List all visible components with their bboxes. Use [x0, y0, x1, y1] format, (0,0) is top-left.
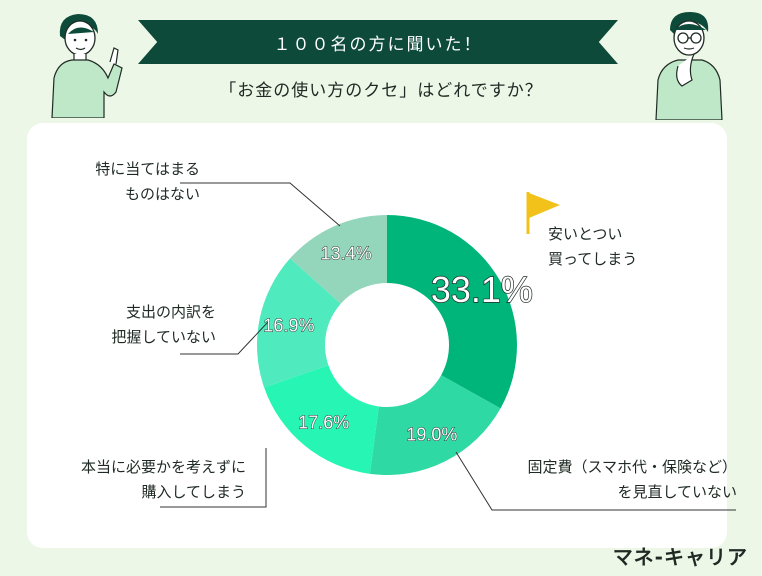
category-label-2: 固定費（スマホ代・保険など） を見直していない: [527, 458, 737, 501]
category-label-1: 安いとつい 買ってしまう: [548, 225, 638, 268]
value-label-4: 16.9%: [263, 315, 314, 335]
donut-slice-4: [257, 258, 341, 388]
category-label-5: 特に当てはまる ものはない: [95, 160, 200, 203]
banner-text: １００名の方に聞いた！: [273, 34, 483, 55]
category-label-3: 本当に必要かを考えずに 購入してしまう: [80, 458, 246, 501]
value-label-5: 13.4%: [321, 244, 372, 264]
leader-line-5: [180, 182, 341, 227]
flag-icon: [526, 192, 560, 234]
leader-line-3: [160, 448, 267, 508]
value-label-3: 17.6%: [298, 412, 349, 432]
question-text: 「お金の使い方のクセ」はどれですか？: [219, 81, 543, 101]
donut-slice-3: [264, 365, 379, 474]
donut-slice-2: [369, 375, 501, 475]
donut-slice-5: [290, 215, 387, 304]
man-thinking-illustration: [655, 12, 723, 120]
category-label-4: 支出の内訳を 把握していない: [111, 303, 216, 346]
leader-line-2: [455, 451, 736, 511]
brand-logo: マネ-キャリア: [612, 545, 748, 569]
leader-line-4: [180, 321, 269, 355]
title-banner: １００名の方に聞いた！: [138, 20, 618, 64]
value-label-1: 33.1%: [431, 269, 533, 310]
value-label-2: 19.0%: [406, 424, 457, 444]
donut-slice-1: [387, 215, 517, 409]
chart-card: [27, 123, 727, 548]
woman-pointing-illustration: [51, 14, 123, 118]
